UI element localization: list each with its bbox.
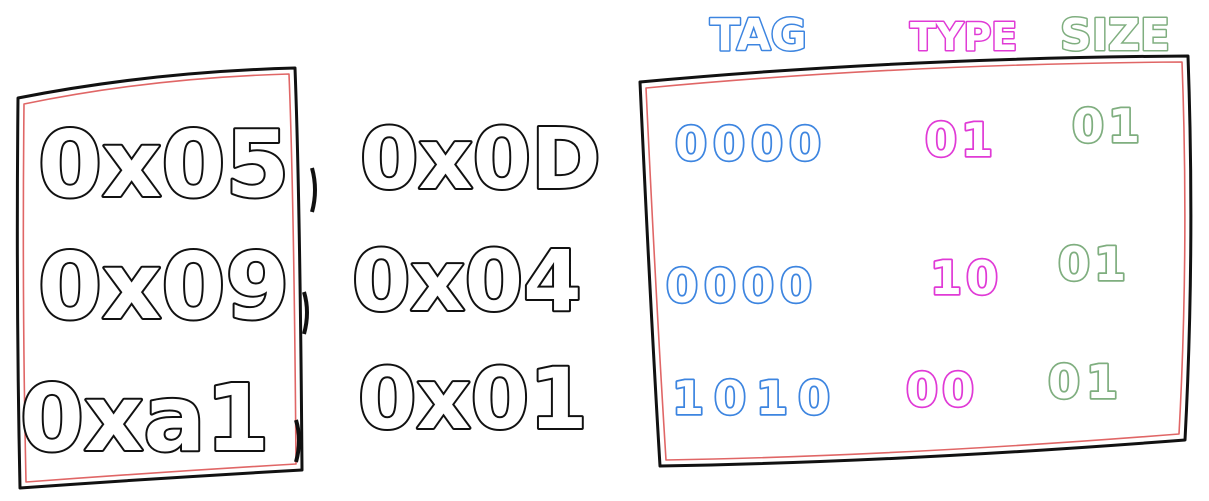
row1-left-hex: 0x05 bbox=[38, 111, 289, 218]
header-tag: TAG bbox=[710, 10, 807, 61]
row3-left-hex: 0xa1 bbox=[20, 365, 269, 472]
header-type: TYPE bbox=[910, 15, 1017, 59]
comma-2 bbox=[302, 291, 309, 335]
row1-right-hex: 0x0D bbox=[360, 110, 601, 208]
right-bits-frame bbox=[638, 54, 1193, 468]
row3-tag-bits: 1010 bbox=[672, 371, 840, 425]
left-value-frame bbox=[15, 66, 304, 490]
row3-right-hex: 0x01 bbox=[358, 350, 588, 448]
row1-type-bits: 01 bbox=[925, 113, 997, 167]
row2-left-hex: 0x09 bbox=[38, 233, 289, 340]
row3-type-bits: 00 bbox=[906, 363, 978, 417]
header-size: SIZE bbox=[1060, 10, 1170, 61]
row1-size-bits: 01 bbox=[1072, 99, 1144, 153]
row1-tag-bits: 0000 bbox=[675, 117, 827, 171]
row2-size-bits: 01 bbox=[1058, 237, 1130, 291]
row2-type-bits: 10 bbox=[930, 251, 1002, 305]
row3-size-bits: 01 bbox=[1048, 355, 1124, 409]
comma-3 bbox=[294, 419, 301, 463]
comma-1 bbox=[310, 167, 317, 213]
row2-tag-bits: 0000 bbox=[666, 259, 818, 313]
row2-right-hex: 0x04 bbox=[352, 232, 582, 330]
